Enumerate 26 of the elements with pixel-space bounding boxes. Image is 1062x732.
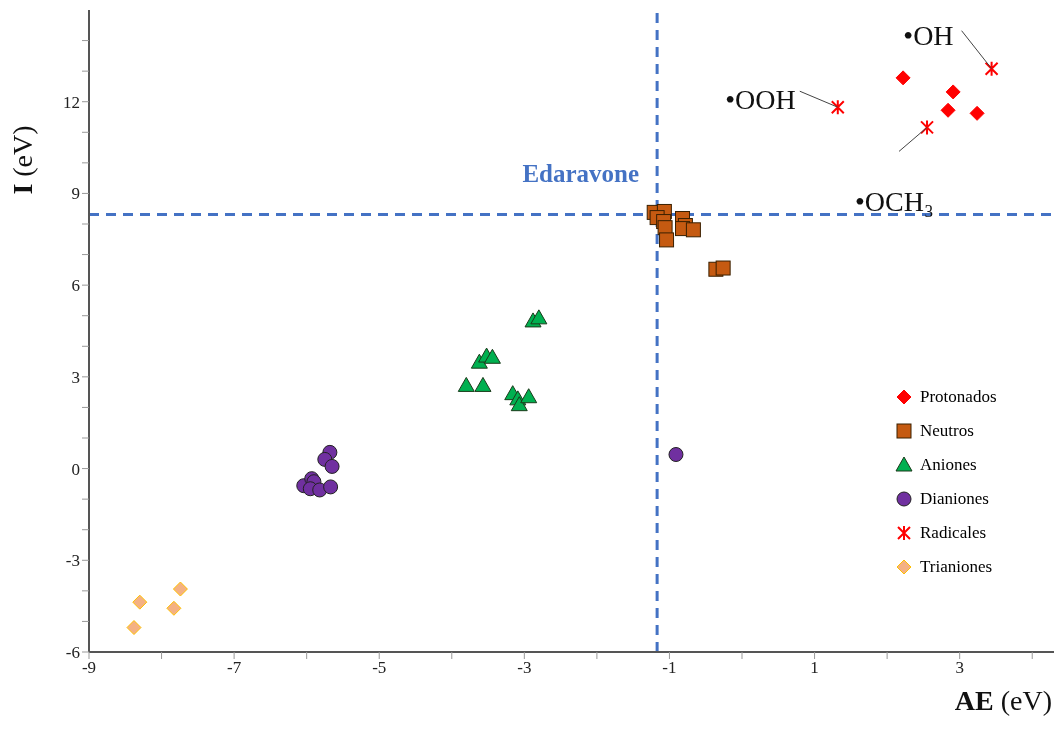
x-tick-label: 1 [810,658,819,678]
y-tick-label: 3 [71,367,80,387]
ref-line-label: Edaravone [522,160,640,187]
y-tick-label: -3 [65,551,80,571]
x-tick-label: -1 [662,658,677,678]
x-tick-label: -7 [227,658,242,678]
annotation: •OH [903,19,954,51]
y-tick-label: 9 [71,184,80,204]
y-tick-label: 0 [71,459,80,479]
annotation: •OCH₃ [855,186,934,218]
y-tick-label: 12 [63,92,80,112]
legend-label: Protonados [920,387,997,407]
y-tick-label: 6 [71,276,80,296]
annotation: •OOH [725,84,796,116]
legend-label: Neutros [920,421,974,441]
legend-label: Aniones [920,455,977,475]
x-tick-label: 3 [955,658,964,678]
legend-label: Radicales [920,523,987,543]
y-tick-label: -6 [65,643,80,663]
x-axis-title: AE (eV) [954,685,1052,716]
legend-label: Trianiones [920,557,993,577]
x-tick-label: -9 [81,658,97,678]
legend-label: Dianiones [920,489,989,509]
y-axis-title: I (eV) [7,125,38,195]
x-tick-label: -5 [372,658,387,678]
x-tick-label: -3 [517,658,532,678]
